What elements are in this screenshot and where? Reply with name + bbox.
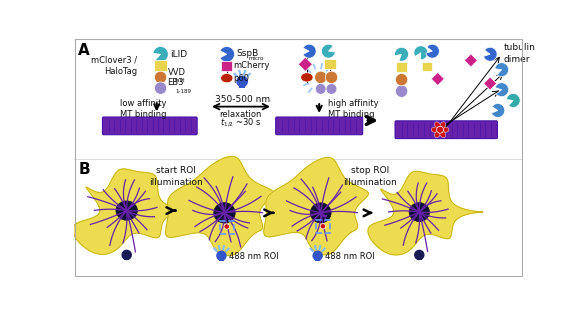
Wedge shape	[426, 44, 440, 58]
Bar	[316, 220, 330, 233]
Ellipse shape	[434, 122, 441, 130]
Circle shape	[414, 250, 424, 260]
Wedge shape	[495, 63, 508, 77]
Wedge shape	[483, 47, 497, 61]
Ellipse shape	[431, 127, 440, 132]
Bar	[220, 220, 234, 234]
Bar	[484, 77, 497, 90]
Wedge shape	[491, 104, 505, 117]
Ellipse shape	[220, 73, 233, 83]
Wedge shape	[414, 46, 428, 60]
Bar	[124, 257, 129, 261]
Circle shape	[395, 85, 408, 97]
Text: micro: micro	[248, 56, 264, 61]
Bar	[222, 61, 232, 71]
Circle shape	[216, 250, 227, 261]
Ellipse shape	[214, 203, 235, 223]
Text: mClover3 /
HaloTag: mClover3 / HaloTag	[92, 55, 138, 76]
Text: mCherry: mCherry	[234, 61, 271, 70]
Bar	[154, 60, 167, 71]
Circle shape	[437, 126, 444, 133]
Text: iLID: iLID	[170, 50, 187, 59]
Wedge shape	[321, 44, 335, 58]
Circle shape	[312, 250, 323, 261]
Text: 488 nm ROI: 488 nm ROI	[325, 252, 375, 261]
Bar	[315, 258, 320, 261]
Wedge shape	[303, 44, 316, 58]
Text: $t_{1/2}$ ~30 s: $t_{1/2}$ ~30 s	[220, 117, 262, 129]
Circle shape	[315, 71, 327, 84]
Bar	[240, 84, 245, 88]
FancyBboxPatch shape	[395, 121, 497, 139]
Wedge shape	[153, 47, 168, 62]
Circle shape	[236, 76, 248, 87]
Text: relaxation: relaxation	[219, 110, 262, 119]
Ellipse shape	[116, 201, 138, 220]
Circle shape	[325, 71, 338, 84]
Wedge shape	[495, 83, 508, 97]
Polygon shape	[166, 156, 274, 256]
Ellipse shape	[409, 203, 430, 221]
Text: p60: p60	[234, 74, 250, 83]
Ellipse shape	[439, 122, 445, 130]
Polygon shape	[73, 169, 194, 254]
Text: 488 nm ROI: 488 nm ROI	[229, 252, 279, 261]
Wedge shape	[507, 94, 520, 107]
Text: fast: fast	[175, 78, 186, 83]
FancyBboxPatch shape	[103, 117, 197, 135]
Bar	[464, 54, 477, 67]
Bar	[422, 62, 432, 71]
Circle shape	[121, 250, 132, 260]
Circle shape	[320, 224, 325, 229]
Circle shape	[395, 73, 408, 86]
Text: A: A	[78, 44, 90, 58]
Ellipse shape	[439, 130, 445, 138]
Text: B: B	[78, 162, 90, 177]
Bar	[324, 59, 336, 69]
Wedge shape	[220, 47, 234, 62]
Text: high affinity
MT binding: high affinity MT binding	[328, 99, 379, 119]
Ellipse shape	[434, 130, 441, 138]
Bar	[298, 57, 312, 71]
Ellipse shape	[301, 73, 313, 82]
Circle shape	[154, 71, 167, 84]
FancyBboxPatch shape	[276, 117, 363, 135]
Wedge shape	[395, 47, 409, 61]
Polygon shape	[264, 157, 368, 255]
Circle shape	[315, 84, 326, 94]
Circle shape	[154, 82, 167, 94]
Text: tubulin
dimer: tubulin dimer	[504, 44, 536, 63]
Circle shape	[326, 84, 337, 94]
Text: low affinity
MT binding: low affinity MT binding	[120, 99, 167, 119]
Text: EB3: EB3	[167, 78, 184, 87]
Bar	[396, 62, 407, 72]
Bar	[431, 72, 444, 86]
Bar	[417, 257, 422, 261]
Ellipse shape	[310, 203, 331, 223]
Polygon shape	[368, 171, 483, 255]
Circle shape	[224, 224, 229, 229]
Text: stop ROI
illumination: stop ROI illumination	[343, 166, 397, 187]
Ellipse shape	[441, 127, 449, 132]
Text: VVD: VVD	[167, 67, 185, 77]
Text: 350-500 nm: 350-500 nm	[215, 95, 270, 104]
Text: 1-189: 1-189	[175, 89, 191, 94]
Text: start ROI
illumination: start ROI illumination	[149, 166, 202, 187]
Bar	[219, 258, 224, 261]
Text: SspB: SspB	[236, 49, 258, 58]
